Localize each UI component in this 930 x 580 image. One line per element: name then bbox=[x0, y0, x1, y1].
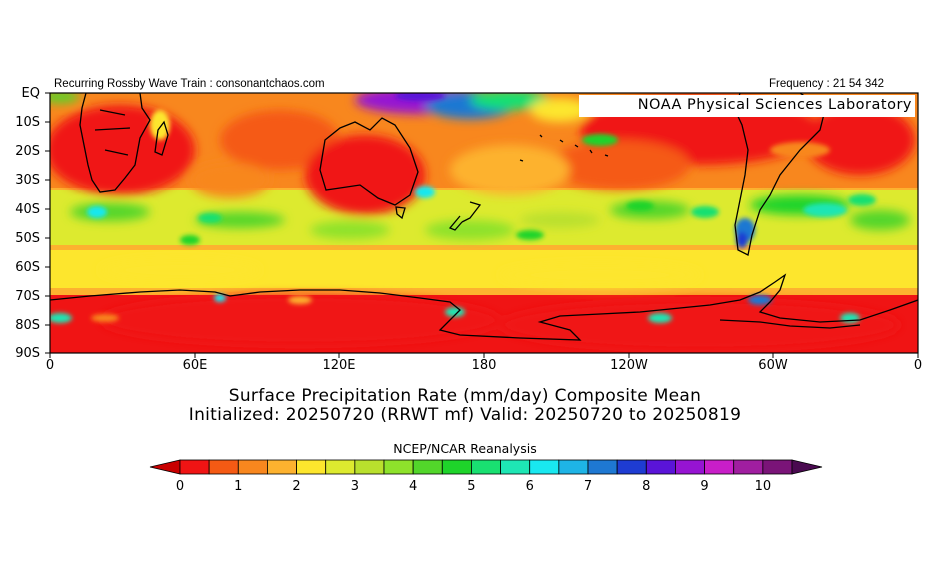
colorbar-label: 4 bbox=[409, 479, 418, 494]
source-credit-text: Recurring Rossby Wave Train : consonantc… bbox=[54, 78, 325, 90]
lon-label: 0 bbox=[45, 358, 55, 373]
colorbar-label: 6 bbox=[525, 479, 534, 494]
colorbar-swatch bbox=[733, 459, 764, 475]
colorbar-swatch bbox=[267, 459, 297, 475]
lon-label: 60W bbox=[758, 358, 788, 373]
colorbar-label: 3 bbox=[350, 479, 359, 494]
coastlines bbox=[50, 93, 918, 341]
colorbar-swatch bbox=[412, 459, 443, 475]
colorbar-swatch bbox=[208, 459, 239, 475]
colorbar-label: 2 bbox=[292, 479, 301, 494]
colorbar bbox=[149, 459, 823, 475]
lat-label: 70S bbox=[15, 289, 40, 304]
colorbar-swatch bbox=[616, 459, 647, 475]
colorbar-swatch bbox=[587, 459, 618, 475]
colorbar-label: 8 bbox=[642, 479, 651, 494]
colorbar-label: 10 bbox=[754, 479, 772, 494]
data-source-label: NCEP/NCAR Reanalysis bbox=[393, 441, 537, 456]
map-title: Surface Precipitation Rate (mm/day) Comp… bbox=[228, 386, 702, 406]
lat-label: 50S bbox=[15, 231, 40, 246]
colorbar-label: 0 bbox=[175, 479, 185, 494]
map-subtitle: Initialized: 20250720 (RRWT mf) Valid: 2… bbox=[188, 405, 742, 425]
org-label: NOAA Physical Sciences Laboratory bbox=[579, 95, 915, 117]
colorbar-swatch bbox=[237, 459, 268, 475]
lat-label: 20S bbox=[15, 144, 40, 159]
colorbar-swatch bbox=[441, 459, 472, 475]
lat-label: 40S bbox=[15, 202, 40, 217]
colorbar-swatch bbox=[354, 459, 385, 475]
lat-label: 80S bbox=[15, 318, 40, 333]
colorbar-min-arrow bbox=[149, 459, 181, 475]
colorbar-swatch bbox=[675, 459, 705, 475]
colorbar-swatch bbox=[529, 459, 560, 475]
colorbar-label: 7 bbox=[583, 479, 593, 494]
precipitation-field bbox=[50, 93, 918, 353]
colorbar-max-arrow bbox=[791, 459, 823, 475]
colorbar-swatch bbox=[704, 459, 735, 475]
colorbar-label: 9 bbox=[700, 479, 709, 494]
colorbar-label: 1 bbox=[234, 479, 243, 494]
colorbar-swatch bbox=[325, 459, 356, 475]
lat-label: 10S bbox=[15, 115, 40, 130]
lat-label: EQ bbox=[21, 86, 40, 101]
colorbar-swatch bbox=[471, 459, 501, 475]
colorbar-swatch bbox=[383, 459, 414, 475]
lat-label: 60S bbox=[15, 260, 40, 275]
colorbar-swatch bbox=[645, 459, 676, 475]
colorbar-label: 5 bbox=[467, 479, 476, 494]
colorbar-swatch bbox=[558, 459, 589, 475]
colorbar-swatch bbox=[762, 459, 793, 475]
colorbar-swatch bbox=[179, 459, 210, 475]
lon-label: 0 bbox=[913, 358, 923, 373]
colorbar-swatch bbox=[500, 459, 531, 475]
axis-ticks bbox=[45, 92, 919, 358]
lat-label: 30S bbox=[15, 173, 40, 188]
lon-label: 120E bbox=[322, 358, 356, 373]
lon-label: 180 bbox=[471, 358, 497, 373]
frequency-text: Frequency : 21 54 342 bbox=[769, 78, 885, 90]
lon-label: 120W bbox=[610, 358, 648, 373]
colorbar-swatch bbox=[296, 459, 327, 475]
lat-label: 90S bbox=[15, 346, 40, 361]
lon-label: 60E bbox=[182, 358, 208, 373]
